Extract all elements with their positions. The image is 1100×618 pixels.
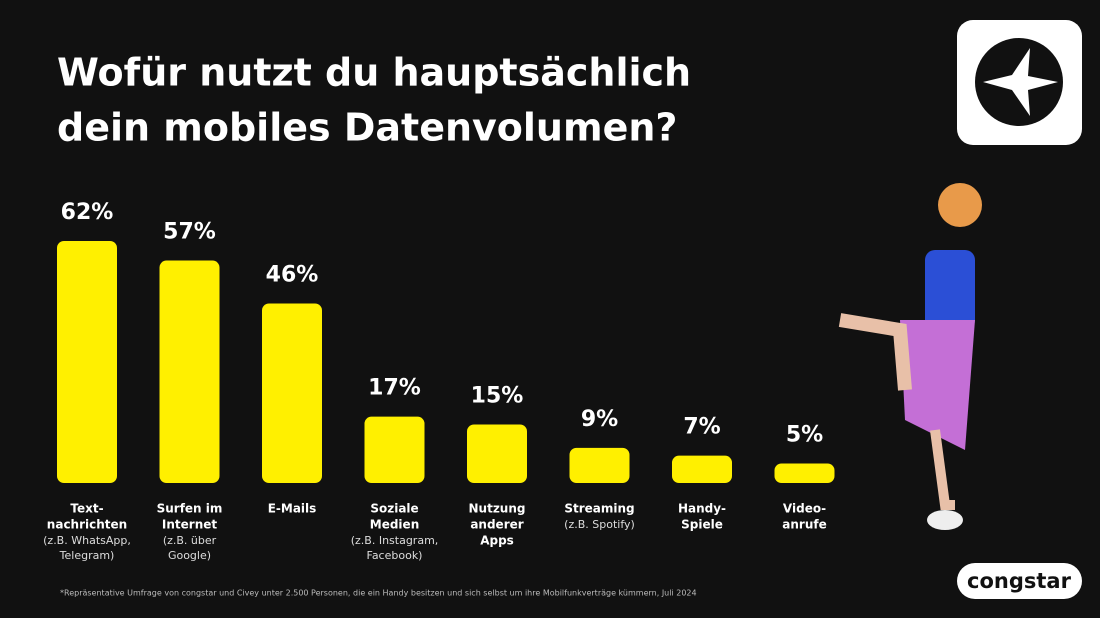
category-label: Nutzung <box>469 502 526 516</box>
category-note: (z.B. Spotify) <box>564 518 635 531</box>
value-label: 5% <box>786 422 823 447</box>
category-label: anderer <box>470 518 523 532</box>
category-label: E-Mails <box>268 502 317 516</box>
category-note: (z.B. über <box>163 534 217 547</box>
category-label: Text- <box>70 502 103 516</box>
category-label: Surfen im <box>157 502 223 516</box>
value-label: 9% <box>581 407 618 432</box>
bar <box>159 260 220 483</box>
category-label: Handy- <box>678 502 726 516</box>
bar <box>569 447 630 483</box>
category-label: anrufe <box>782 518 826 532</box>
brand-name: congstar <box>967 569 1072 593</box>
logo-star <box>983 48 1058 116</box>
value-label: 46% <box>266 262 319 287</box>
category-label: Spiele <box>681 518 723 532</box>
category-note: Facebook) <box>367 549 423 562</box>
value-label: 17% <box>368 376 421 401</box>
chart-title: dein mobiles Datenvolumen? <box>57 106 677 150</box>
category-label: Streaming <box>564 502 634 516</box>
chart-title: Wofür nutzt du hauptsächlich <box>57 51 691 95</box>
value-label: 15% <box>471 383 524 408</box>
shoe <box>927 510 963 530</box>
bar <box>467 424 527 483</box>
category-note: Telegram) <box>59 549 115 562</box>
head <box>938 183 982 227</box>
logo <box>957 20 1082 145</box>
value-label: 62% <box>61 200 114 225</box>
category-note: Google) <box>168 549 211 562</box>
leg <box>838 313 912 391</box>
value-label: 7% <box>683 415 720 440</box>
person-illustration <box>838 183 982 530</box>
bar <box>774 463 835 483</box>
top <box>925 250 975 330</box>
brand-pill <box>957 563 1082 599</box>
category-note: (z.B. Instagram, <box>351 534 439 547</box>
category-note: (z.B. WhatsApp, <box>43 534 131 547</box>
bar <box>57 241 117 483</box>
bar <box>364 416 425 483</box>
footnote: *Repräsentative Umfrage von congstar und… <box>60 589 697 598</box>
category-label: Soziale <box>370 502 418 516</box>
bar <box>672 455 732 483</box>
category-label: Internet <box>162 518 217 532</box>
category-label: Video- <box>783 502 826 516</box>
bar <box>262 303 322 483</box>
value-label: 57% <box>163 220 216 245</box>
skirt <box>900 320 975 450</box>
category-label: nachrichten <box>47 518 127 532</box>
leg <box>930 429 955 510</box>
category-label: Apps <box>480 534 514 548</box>
category-label: Medien <box>370 518 419 532</box>
